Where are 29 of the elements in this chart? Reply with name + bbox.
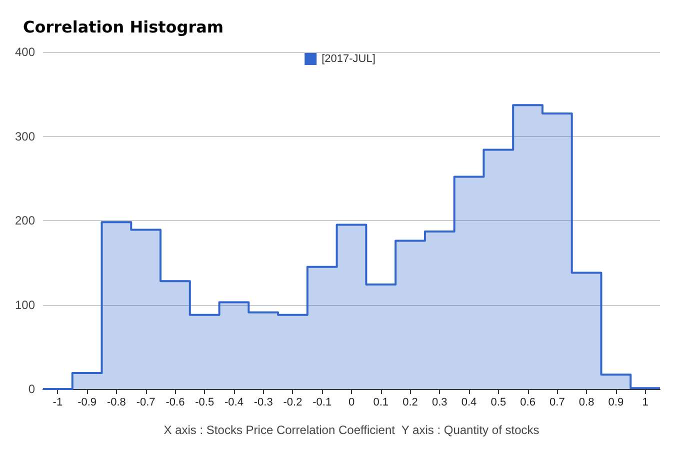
x-tick-label: 0.7: [550, 396, 565, 408]
x-tick-label: 0.3: [432, 396, 448, 408]
x-tick-label: -0.4: [224, 396, 244, 408]
x-axis-title: X axis : Stocks Price Correlation Coefficient Y axis : Quantity of stocks: [164, 423, 540, 437]
y-tick-label: 0: [28, 382, 36, 396]
y-tick-label: 100: [14, 298, 36, 312]
chart-title: Correlation Histogram: [23, 18, 224, 36]
x-tick-label: 0.4: [461, 396, 477, 408]
x-tick-label: -0.5: [195, 396, 214, 408]
x-tick-label: 1: [642, 396, 648, 408]
x-tick-label: -1: [52, 396, 63, 408]
x-tick-label: 0.1: [373, 396, 389, 408]
x-tick-label: 0.6: [520, 396, 536, 408]
x-tick-label: 0: [348, 396, 355, 408]
x-tick-label: -0.2: [283, 396, 302, 408]
x-tick-label: 0.2: [402, 396, 418, 408]
x-tick-label: -0.1: [312, 396, 332, 408]
y-tick-label: 400: [14, 45, 36, 59]
x-tick-label: -0.6: [166, 396, 185, 408]
x-tick-label: -0.7: [136, 396, 156, 408]
x-tick-label: 0.9: [608, 396, 624, 408]
x-tick-label: -0.3: [254, 396, 273, 408]
y-tick-label: 200: [14, 214, 36, 228]
y-tick-label: 300: [14, 129, 36, 144]
x-tick-label: 0.5: [490, 396, 506, 408]
x-tick-label: 0.8: [578, 396, 594, 408]
x-tick-label: -0.8: [106, 396, 126, 408]
legend-label: [2017-JUL]: [322, 53, 376, 65]
x-tick-label: -0.9: [78, 396, 97, 408]
